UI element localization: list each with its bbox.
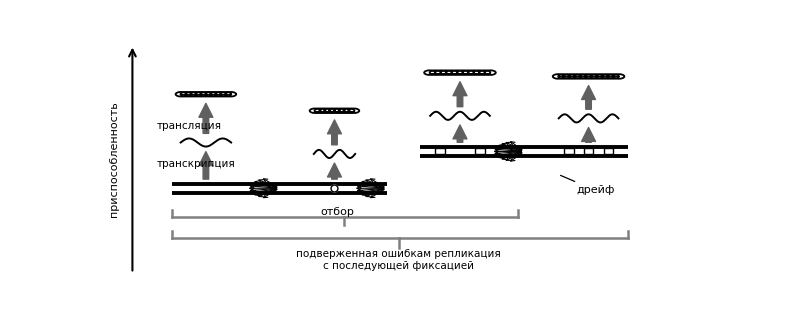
Text: приспособленность: приспособленность [109, 101, 119, 217]
FancyBboxPatch shape [604, 148, 613, 154]
Text: транскрипция: транскрипция [157, 159, 235, 169]
FancyBboxPatch shape [435, 148, 445, 154]
FancyBboxPatch shape [564, 148, 574, 154]
Text: подверженная ошибкам репликация
с последующей фиксацией: подверженная ошибкам репликация с послед… [296, 249, 501, 271]
FancyBboxPatch shape [584, 148, 593, 154]
Text: отбор: отбор [321, 207, 355, 217]
Text: дрейф: дрейф [560, 175, 615, 195]
Text: трансляция: трансляция [157, 121, 222, 131]
FancyBboxPatch shape [475, 148, 485, 154]
